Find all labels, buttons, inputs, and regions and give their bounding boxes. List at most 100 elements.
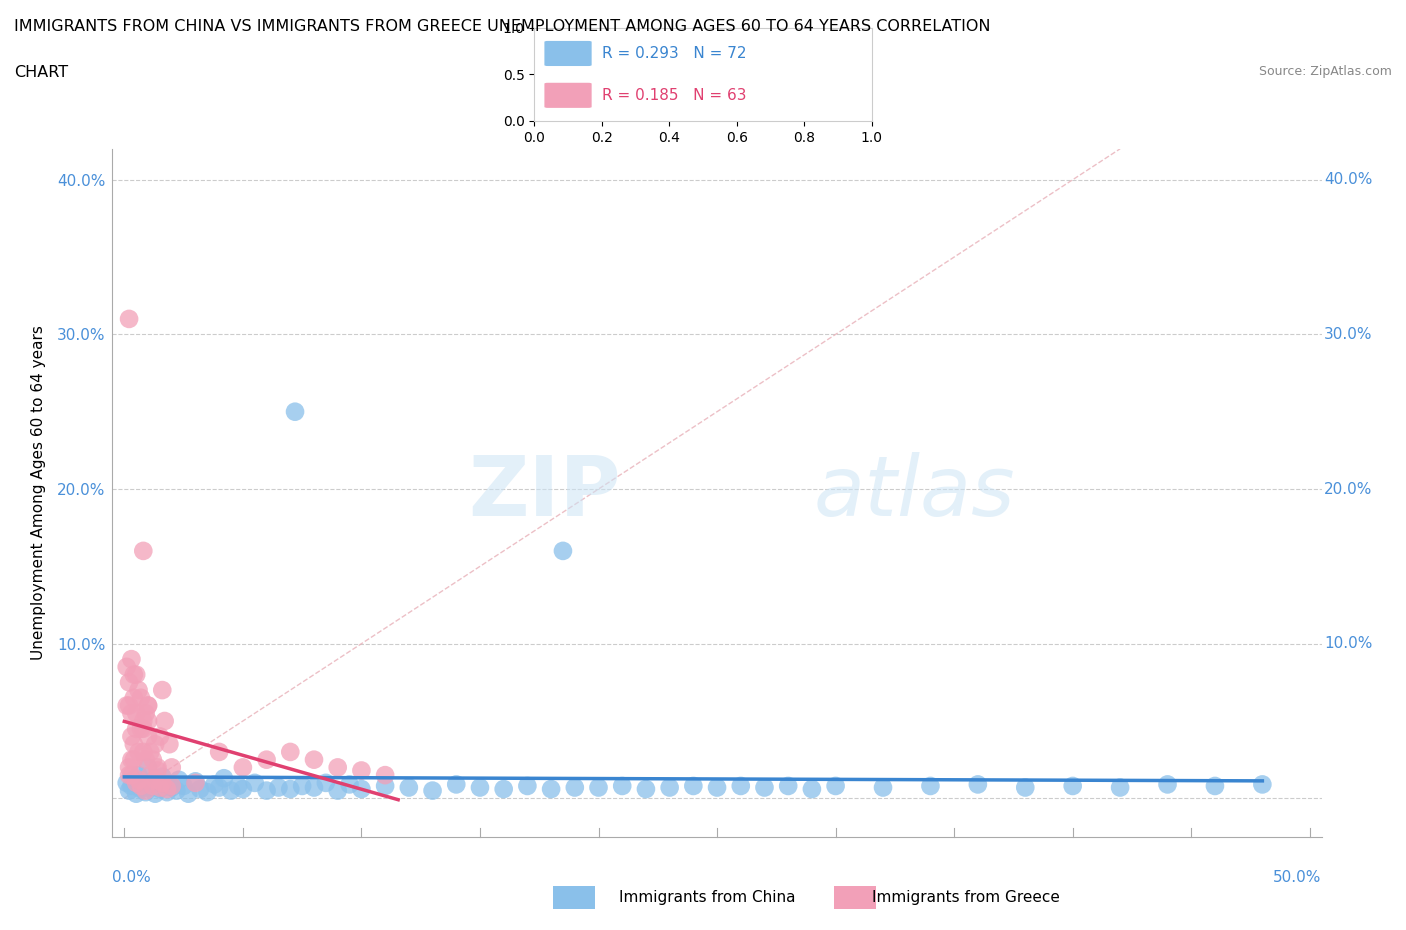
Point — [122, 690, 145, 705]
Point — [204, 777, 226, 791]
Point — [125, 776, 148, 790]
Point — [132, 745, 155, 760]
Point — [150, 776, 173, 790]
Point — [135, 752, 157, 767]
Point — [122, 667, 145, 682]
Point — [157, 777, 180, 791]
Point — [122, 737, 145, 751]
Point — [446, 777, 468, 791]
Point — [120, 706, 142, 721]
Point — [160, 780, 183, 795]
Point — [150, 683, 173, 698]
Point — [350, 781, 373, 796]
Point — [256, 783, 278, 798]
Point — [920, 778, 942, 793]
Point — [1109, 780, 1132, 795]
Point — [398, 780, 420, 795]
Point — [208, 780, 231, 795]
Point — [120, 729, 142, 744]
Point — [128, 767, 150, 782]
Point — [188, 781, 211, 796]
Text: 10.0%: 10.0% — [1324, 636, 1372, 651]
Point — [468, 780, 491, 795]
Point — [139, 767, 162, 782]
Y-axis label: Unemployment Among Ages 60 to 64 years: Unemployment Among Ages 60 to 64 years — [31, 326, 46, 660]
Point — [824, 778, 846, 793]
Point — [156, 785, 179, 800]
Text: R = 0.293   N = 72: R = 0.293 N = 72 — [602, 46, 747, 61]
Point — [149, 781, 172, 796]
Point — [135, 706, 157, 721]
Point — [136, 729, 159, 744]
Point — [142, 778, 165, 793]
Text: 50.0%: 50.0% — [1274, 870, 1322, 885]
Point — [682, 778, 704, 793]
Point — [1204, 778, 1226, 793]
Point — [315, 776, 337, 790]
Point — [422, 783, 444, 798]
Point — [143, 786, 166, 801]
Point — [120, 767, 142, 782]
Point — [612, 778, 634, 793]
Point — [374, 767, 396, 782]
Point — [156, 781, 179, 796]
Point — [730, 778, 752, 793]
Point — [139, 780, 162, 795]
Point — [143, 737, 166, 751]
Point — [160, 778, 183, 793]
Point — [540, 781, 562, 796]
Point — [872, 780, 894, 795]
Point — [125, 722, 148, 737]
Point — [129, 781, 152, 796]
Text: Immigrants from China: Immigrants from China — [619, 890, 796, 905]
Text: atlas: atlas — [814, 452, 1015, 534]
Point — [132, 777, 155, 791]
Point — [1062, 778, 1084, 793]
Point — [374, 778, 396, 793]
Point — [135, 785, 157, 800]
FancyBboxPatch shape — [544, 83, 592, 108]
Point — [232, 760, 254, 775]
Point — [129, 690, 152, 705]
Point — [1251, 777, 1274, 791]
Point — [551, 543, 574, 558]
Point — [115, 698, 138, 713]
Point — [302, 780, 325, 795]
Point — [142, 752, 165, 767]
Point — [150, 769, 173, 784]
Point — [658, 780, 681, 795]
Point — [800, 781, 823, 796]
Point — [143, 772, 166, 787]
Point — [243, 776, 266, 790]
Point — [177, 786, 200, 801]
Point — [778, 778, 800, 793]
Point — [326, 783, 349, 798]
Point — [132, 713, 155, 728]
Point — [120, 778, 142, 793]
Text: ZIP: ZIP — [468, 452, 620, 534]
Point — [588, 780, 610, 795]
Point — [125, 667, 148, 682]
Point — [1156, 777, 1178, 791]
Point — [634, 781, 657, 796]
Point — [278, 781, 301, 796]
Point — [184, 774, 207, 789]
Text: Immigrants from Greece: Immigrants from Greece — [872, 890, 1060, 905]
Point — [118, 698, 141, 713]
Point — [208, 745, 231, 760]
Point — [128, 745, 150, 760]
Point — [754, 780, 776, 795]
Point — [492, 781, 515, 796]
Point — [284, 405, 307, 419]
Point — [146, 760, 169, 775]
Point — [256, 752, 278, 767]
Text: 30.0%: 30.0% — [1324, 326, 1372, 342]
Point — [136, 698, 159, 713]
Point — [128, 683, 150, 698]
Point — [118, 783, 141, 798]
Point — [326, 760, 349, 775]
Point — [125, 706, 148, 721]
Point — [267, 780, 290, 795]
Point — [226, 778, 249, 793]
Point — [115, 776, 138, 790]
